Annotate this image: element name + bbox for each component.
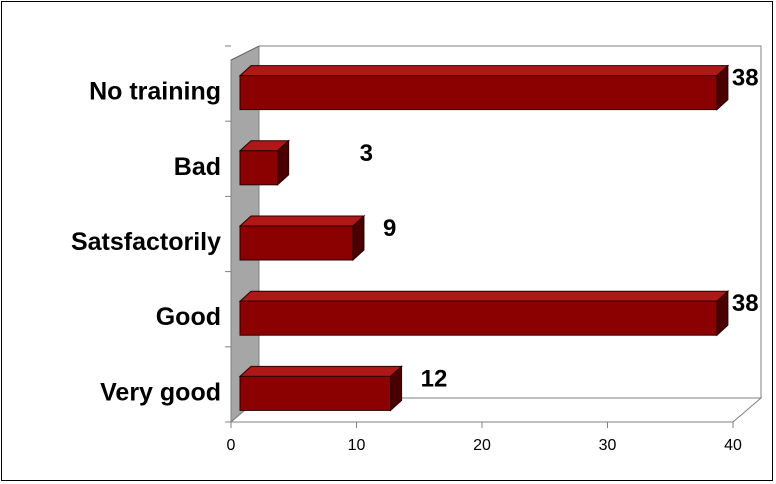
data-labels: 38 3 9 38 12 bbox=[360, 65, 759, 393]
bar-top bbox=[238, 290, 730, 302]
data-label: 3 bbox=[360, 140, 373, 167]
category-labels: No training Bad Satsfactorily Good Very good bbox=[71, 78, 221, 407]
x-axis: 0 10 20 30 40 bbox=[225, 45, 742, 454]
bar-top bbox=[238, 65, 730, 77]
x-tick-label: 0 bbox=[227, 437, 236, 454]
data-label: 38 bbox=[732, 290, 759, 317]
bar bbox=[239, 225, 354, 261]
data-label: 12 bbox=[421, 365, 448, 392]
category-label: Very good bbox=[100, 378, 221, 406]
x-tick-label: 40 bbox=[724, 437, 742, 454]
bars-group bbox=[238, 64, 730, 412]
x-tick-label: 30 bbox=[599, 437, 617, 454]
category-label: Bad bbox=[174, 153, 221, 181]
x-tick-label: 20 bbox=[473, 437, 491, 454]
bar bbox=[239, 75, 718, 111]
category-label: No training bbox=[89, 78, 221, 106]
x-tick-label: 10 bbox=[348, 437, 366, 454]
bar bbox=[239, 300, 718, 336]
data-label: 38 bbox=[732, 65, 759, 92]
category-label: Good bbox=[156, 303, 221, 331]
bar bbox=[239, 375, 392, 411]
data-label: 9 bbox=[383, 215, 396, 242]
bar bbox=[239, 150, 279, 186]
bar-top bbox=[238, 365, 403, 377]
bar-top bbox=[238, 215, 366, 227]
category-label: Satsfactorily bbox=[71, 228, 221, 256]
